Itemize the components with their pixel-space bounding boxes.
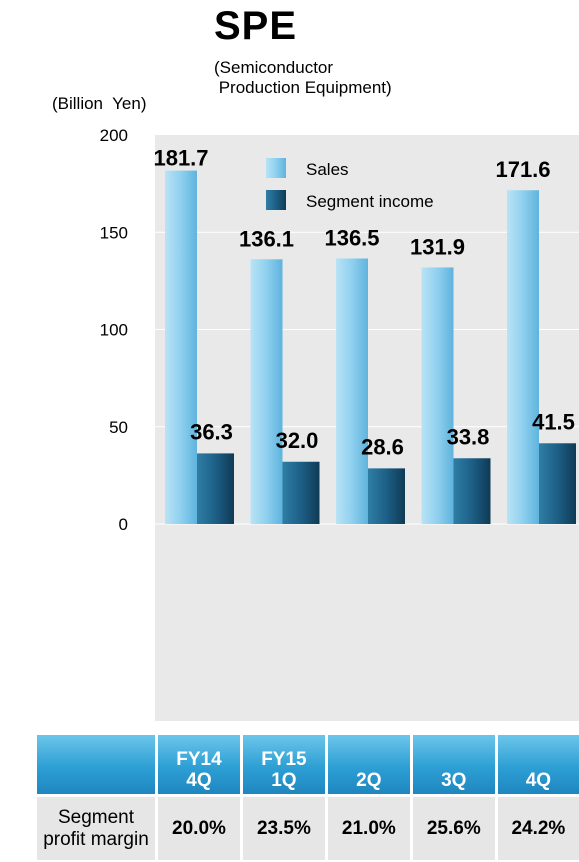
data-label-segment-income: 28.6 xyxy=(361,434,404,459)
data-label-segment-income: 33.8 xyxy=(447,424,490,449)
subtitle-line-2: Production Equipment) xyxy=(214,78,392,97)
data-labels: 181.7 36.3 136.1 32.0 136.5 28.6 131.9 33.8 171.… xyxy=(153,146,574,460)
table-header-2q: 2Q xyxy=(324,735,412,794)
bar-sales xyxy=(336,258,368,524)
table-row-segment-profit-margin: Segment profit margin 20.0% 23.5% 21.0% 2… xyxy=(37,797,579,860)
legend-label-sales: Sales xyxy=(306,160,349,179)
margin-cell: 21.0% xyxy=(324,797,412,860)
y-tick-label: 50 xyxy=(109,418,128,437)
header-line-2: 2Q xyxy=(356,770,382,791)
table-header-3q: 3Q xyxy=(409,735,497,794)
header-line-1: FY14 xyxy=(176,749,222,770)
bar-sales xyxy=(421,267,454,524)
data-label-segment-income: 41.5 xyxy=(532,409,575,434)
data-label-segment-income: 32.0 xyxy=(276,428,319,453)
bar-segment-income xyxy=(539,443,576,524)
bar-sales xyxy=(507,190,539,524)
chart-title: SPE xyxy=(214,4,298,48)
legend-swatch-segment-income xyxy=(266,190,286,210)
header-line-1: FY15 xyxy=(261,749,307,770)
bar-segment-income xyxy=(282,461,320,524)
bar-sales xyxy=(250,259,283,524)
header-line-2: 1Q xyxy=(271,770,297,791)
y-tick-label: 200 xyxy=(100,126,128,145)
row-label: Segment profit margin xyxy=(37,797,157,860)
bars xyxy=(165,170,576,524)
table-header-row: FY14 4Q FY15 1Q 2Q 3Q 4Q xyxy=(37,735,579,794)
header-line-2: 4Q xyxy=(186,770,212,791)
table-header-empty xyxy=(37,735,157,794)
data-label-sales: 181.7 xyxy=(153,146,208,171)
subtitle-line-1: (Semiconductor xyxy=(214,58,334,77)
data-label-segment-income: 36.3 xyxy=(190,419,233,444)
table-header-4q: 4Q xyxy=(494,735,579,794)
header-line-2: 3Q xyxy=(441,770,467,791)
y-axis-ticks: 0 50 100 150 200 xyxy=(100,126,128,534)
row-label-line-2: profit margin xyxy=(43,828,149,850)
data-label-sales: 171.6 xyxy=(495,157,550,182)
y-tick-label: 150 xyxy=(100,223,128,242)
segment-profit-margin-table: FY14 4Q FY15 1Q 2Q 3Q 4Q Segment profit mar… xyxy=(37,735,579,860)
margin-cell: 23.5% xyxy=(239,797,327,860)
data-label-sales: 136.1 xyxy=(239,226,294,251)
legend-swatch-sales xyxy=(266,158,286,178)
chart-subtitle: (Semiconductor Production Equipment) xyxy=(214,58,392,98)
table-header-fy15-1q: FY15 1Q xyxy=(239,735,327,794)
table-header-fy14-4q: FY14 4Q xyxy=(155,735,242,794)
bar-chart: 0 50 100 150 200 181.7 36.3 136.1 32.0 136.5 28.6… xyxy=(100,126,579,721)
data-label-sales: 131.9 xyxy=(410,234,465,259)
bar-segment-income xyxy=(197,453,234,524)
row-label-line-1: Segment xyxy=(57,806,135,828)
legend-label-segment-income: Segment income xyxy=(306,192,434,211)
margin-cell: 24.2% xyxy=(494,797,579,860)
header-line-2: 4Q xyxy=(525,770,552,791)
y-axis-unit-label: (Billion Yen) xyxy=(52,94,147,113)
bar-sales xyxy=(165,170,197,524)
data-label-sales: 136.5 xyxy=(324,226,379,251)
bar-segment-income xyxy=(453,458,491,524)
legend: Sales Segment income xyxy=(266,158,434,211)
y-tick-label: 100 xyxy=(100,321,128,340)
y-tick-label: 0 xyxy=(119,515,128,534)
margin-cell: 25.6% xyxy=(409,797,497,860)
bar-segment-income xyxy=(368,468,405,524)
margin-cell: 20.0% xyxy=(155,797,242,860)
